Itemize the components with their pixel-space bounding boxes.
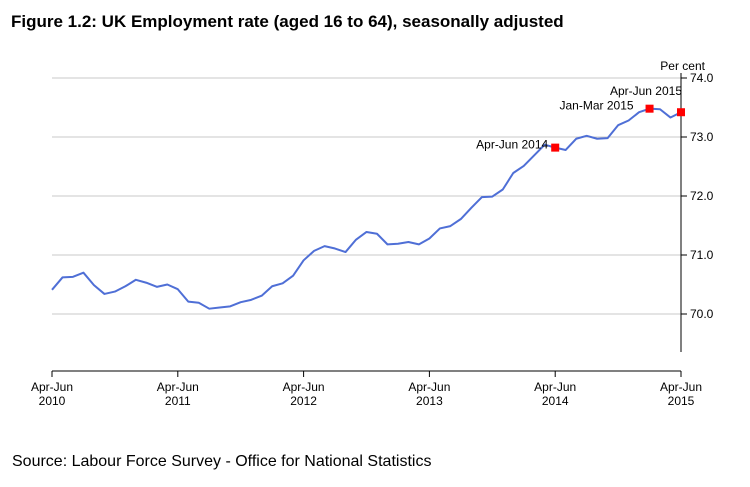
x-tick-label: Apr-Jun [408,380,450,394]
figure-title: Figure 1.2: UK Employment rate (aged 16 … [11,12,564,31]
x-axis-ticks: Apr-Jun2010Apr-Jun2011Apr-Jun2012Apr-Jun… [31,371,702,408]
annotation-label: Jan-Mar 2015 [560,99,634,113]
series-layer [51,107,682,310]
highlight-marker [645,104,654,113]
x-tick-label-year: 2010 [39,394,66,408]
x-tick-label-year: 2012 [290,394,317,408]
x-tick-label: Apr-Jun [157,380,199,394]
x-tick-label: Apr-Jun [31,380,73,394]
x-tick-label-year: 2011 [165,394,191,408]
y-axis-ticks: 70.0 71.0 72.0 73.0 74.0 [681,71,714,321]
y-tick-label: 73.0 [690,130,714,144]
axes: Per cent [52,59,706,372]
highlight-marker [677,108,685,117]
source-note: Source: Labour Force Survey - Office for… [12,453,432,470]
annotation-label: Apr-Jun 2014 [476,138,548,152]
x-tick-label: Apr-Jun [534,380,576,394]
series-line-employment-rate [51,107,682,310]
y-axis-unit-label: Per cent [660,59,705,73]
y-tick-label: 70.0 [690,307,714,321]
y-tick-label: 71.0 [690,248,714,262]
x-tick-label-year: 2014 [542,394,569,408]
x-tick-label: Apr-Jun [283,380,325,394]
y-tick-label: 72.0 [690,189,714,203]
annotation-label: Apr-Jun 2015 [610,84,682,98]
x-tick-label-year: 2015 [668,394,695,408]
highlight-marker [551,143,560,152]
x-tick-label: Apr-Jun [660,380,702,394]
y-tick-label: 74.0 [690,71,714,85]
x-tick-label-year: 2013 [416,394,443,408]
gridlines [52,77,681,315]
